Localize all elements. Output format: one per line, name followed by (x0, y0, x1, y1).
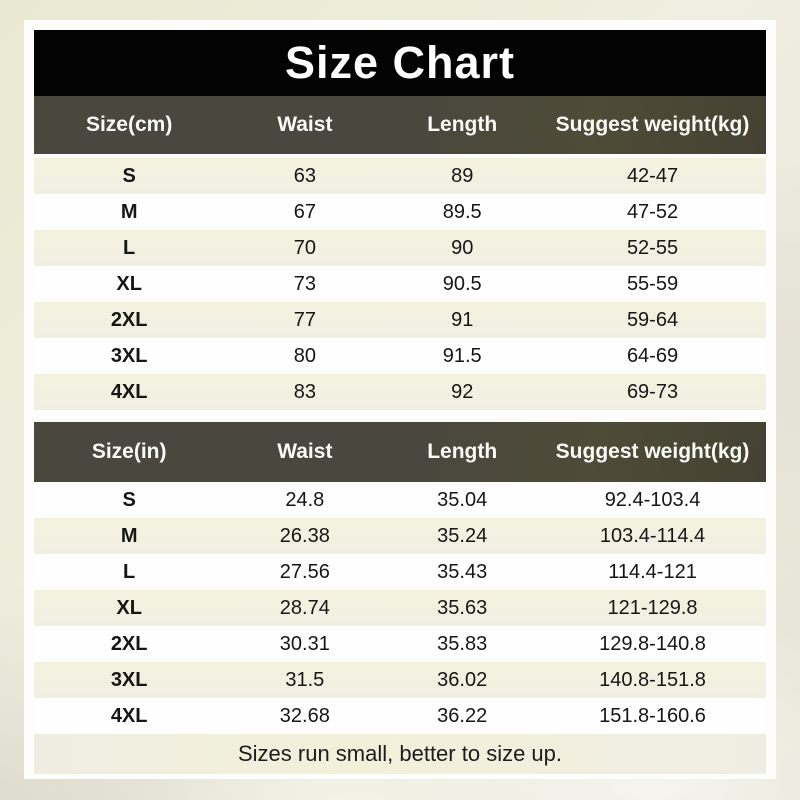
title-banner: Size Chart (34, 30, 766, 96)
table-header-row: Size(cm) Waist Length Suggest weight(kg) (34, 96, 766, 154)
table-row: L 27.56 35.43 114.4-121 (34, 554, 766, 590)
waist-cell: 32.68 (279, 704, 330, 727)
waist-cell: 67 (293, 200, 316, 223)
note-text: Sizes run small, better to size up. (237, 741, 563, 766)
note-banner: Sizes run small, better to size up. (34, 734, 766, 774)
size-table-in: Size(in) Waist Length Suggest weight(kg)… (34, 422, 766, 734)
size-cell: L (123, 560, 136, 583)
waist-cell: 73 (293, 272, 316, 295)
length-cell: 35.63 (437, 596, 488, 619)
weight-cell: 47-52 (626, 200, 679, 223)
size-cell: L (123, 236, 136, 259)
waist-cell: 31.5 (285, 668, 325, 691)
length-cell: 36.02 (437, 668, 488, 691)
table-row: 3XL 31.5 36.02 140.8-151.8 (34, 662, 766, 698)
table-row: L 70 90 52-55 (34, 230, 766, 266)
length-cell: 92 (451, 380, 474, 403)
table-row: 4XL 32.68 36.22 151.8-160.6 (34, 698, 766, 734)
header-cell-weight: Suggest weight(kg) (555, 440, 750, 463)
table-header-row: Size(in) Waist Length Suggest weight(kg) (34, 422, 766, 482)
length-cell: 89.5 (442, 200, 482, 223)
table-row: M 67 89.5 47-52 (34, 194, 766, 230)
weight-cell: 114.4-121 (608, 560, 697, 583)
table-row: XL 73 90.5 55-59 (34, 266, 766, 302)
size-cell: M (120, 200, 138, 223)
table-row: 2XL 30.31 35.83 129.8-140.8 (34, 626, 766, 662)
length-cell: 89 (451, 164, 474, 187)
size-cell: 4XL (110, 704, 148, 727)
waist-cell: 83 (293, 380, 316, 403)
length-cell: 91 (451, 308, 474, 331)
size-cell: 3XL (110, 344, 148, 367)
header-cell-length: Length (427, 440, 498, 463)
weight-cell: 129.8-140.8 (599, 632, 706, 655)
weight-cell: 69-73 (626, 380, 679, 403)
length-cell: 35.24 (437, 524, 488, 547)
weight-cell: 55-59 (626, 272, 679, 295)
waist-cell: 26.38 (279, 524, 330, 547)
weight-cell: 92.4-103.4 (604, 488, 701, 511)
size-cell: XL (116, 272, 142, 295)
size-cell: XL (116, 596, 142, 619)
weight-cell: 42-47 (626, 164, 679, 187)
length-cell: 90.5 (442, 272, 482, 295)
waist-cell: 70 (293, 236, 316, 259)
length-cell: 90 (451, 236, 474, 259)
length-cell: 91.5 (442, 344, 482, 367)
weight-cell: 151.8-160.6 (599, 704, 706, 727)
size-cell: 2XL (110, 308, 148, 331)
size-cell: 3XL (110, 668, 148, 691)
size-table-cm: Size(cm) Waist Length Suggest weight(kg)… (34, 96, 766, 410)
header-cell-length: Length (427, 113, 498, 136)
weight-cell: 103.4-114.4 (599, 524, 706, 547)
table-row: 2XL 77 91 59-64 (34, 302, 766, 338)
table-row: XL 28.74 35.63 121-129.8 (34, 590, 766, 626)
table-row: 4XL 83 92 69-73 (34, 374, 766, 410)
page-title: Size Chart (284, 37, 516, 88)
weight-cell: 52-55 (626, 236, 679, 259)
size-cell: S (122, 488, 136, 511)
weight-cell: 64-69 (626, 344, 679, 367)
size-cell: S (122, 164, 136, 187)
size-cell: 4XL (110, 380, 148, 403)
size-chart-panel: Size Chart Size(cm) Waist Length Suggest… (24, 20, 776, 779)
waist-cell: 63 (293, 164, 316, 187)
header-cell-weight: Suggest weight(kg) (555, 113, 750, 136)
waist-cell: 30.31 (279, 632, 330, 655)
header-cell-size: Size(cm) (85, 113, 173, 136)
divider (34, 154, 766, 158)
table-row: M 26.38 35.24 103.4-114.4 (34, 518, 766, 554)
weight-cell: 121-129.8 (607, 596, 698, 619)
length-cell: 35.43 (437, 560, 488, 583)
waist-cell: 28.74 (279, 596, 330, 619)
waist-cell: 77 (293, 308, 316, 331)
length-cell: 35.04 (437, 488, 488, 511)
table-spacer (34, 410, 766, 422)
waist-cell: 80 (293, 344, 316, 367)
table-row: 3XL 80 91.5 64-69 (34, 338, 766, 374)
header-cell-waist: Waist (277, 440, 333, 463)
header-cell-waist: Waist (277, 113, 333, 136)
table-row: S 63 89 42-47 (34, 158, 766, 194)
table-row: S 24.8 35.04 92.4-103.4 (34, 482, 766, 518)
size-cell: M (120, 524, 138, 547)
weight-cell: 59-64 (626, 308, 679, 331)
length-cell: 36.22 (437, 704, 488, 727)
size-cell: 2XL (110, 632, 148, 655)
weight-cell: 140.8-151.8 (599, 668, 706, 691)
waist-cell: 27.56 (279, 560, 330, 583)
length-cell: 35.83 (437, 632, 488, 655)
waist-cell: 24.8 (285, 488, 325, 511)
header-cell-size: Size(in) (91, 440, 167, 463)
